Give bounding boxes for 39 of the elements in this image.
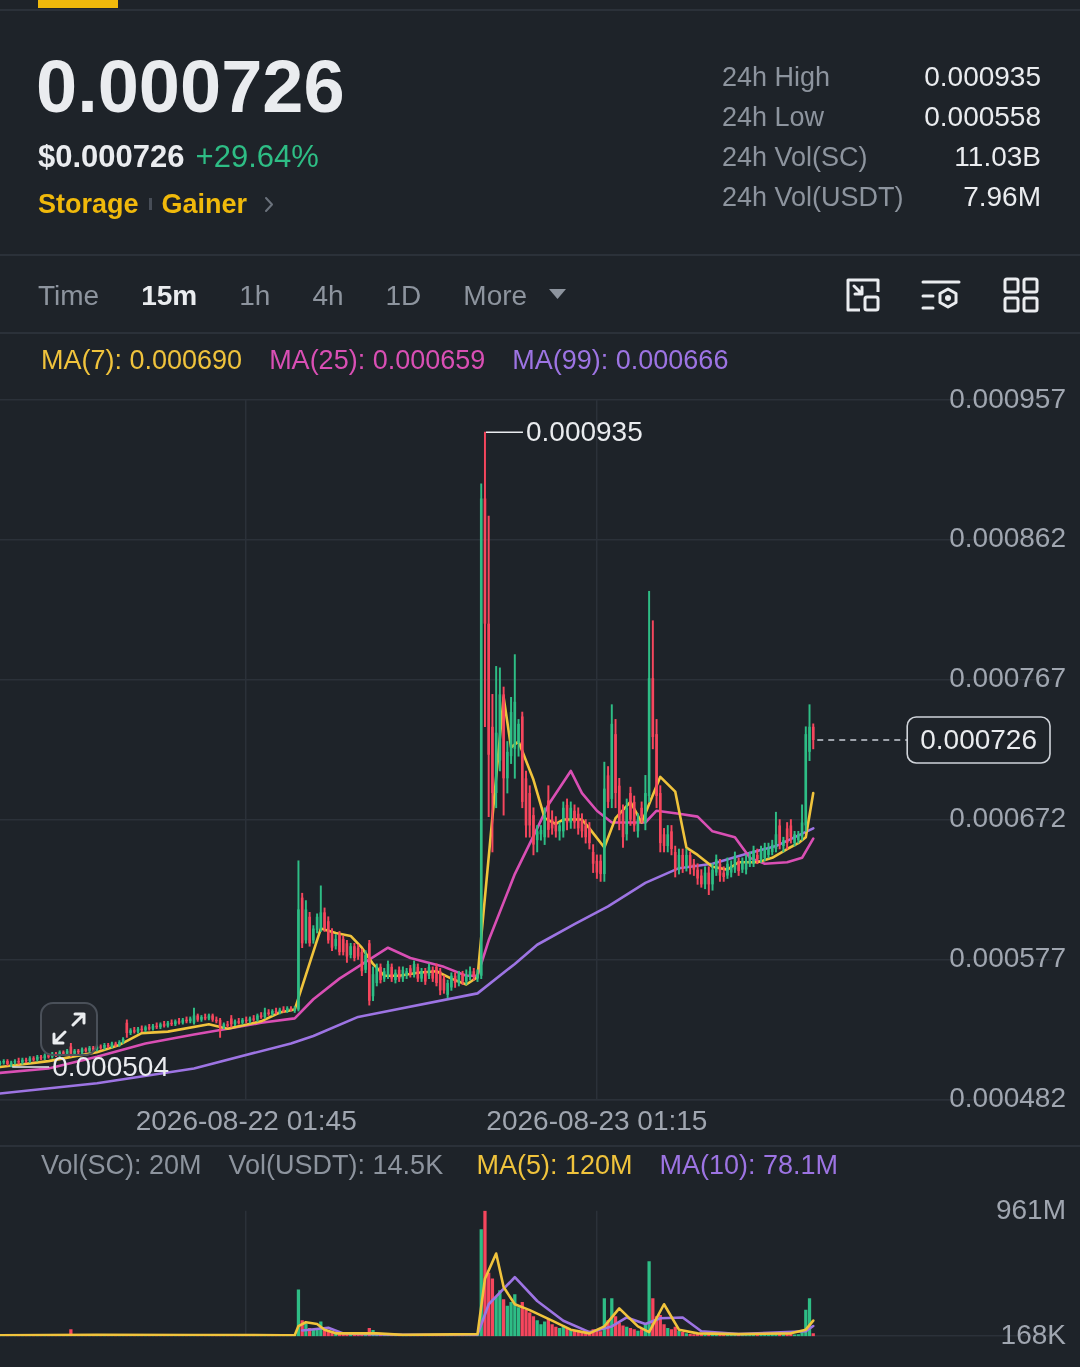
annotation: 0.000935: [525, 415, 643, 447]
annotation: 0.000504: [52, 1050, 169, 1082]
text: MA(5): 120M: [476, 1150, 633, 1180]
text: MA(10): 78.1M: [659, 1150, 838, 1180]
text: $0.000726: [38, 139, 185, 175]
y-tick-label: 0.000957: [949, 382, 1066, 414]
text: 7.96M: [963, 181, 1041, 213]
text: MA(99): 0.000666: [512, 345, 729, 375]
y-tick-label: 961M: [995, 1193, 1066, 1225]
text: 4h: [312, 280, 344, 312]
text: Vol(SC): 20M: [41, 1150, 202, 1180]
ref-line-label: 0.000726: [920, 723, 1038, 755]
text: 1D: [385, 280, 422, 312]
text: 0.000726: [36, 45, 345, 128]
text: 11.03B: [954, 141, 1041, 173]
text: Time: [38, 280, 100, 312]
y-tick-label: 0.000767: [949, 662, 1066, 694]
text: 1h: [239, 280, 271, 312]
text: +29.64%: [195, 139, 319, 175]
text: 0.000935: [924, 61, 1041, 93]
text: 15m: [141, 280, 198, 312]
y-tick-label: 0.000672: [949, 802, 1066, 834]
y-tick-label: 0.000577: [949, 942, 1066, 974]
y-tick-label: 0.000862: [949, 522, 1066, 554]
y-tick-label: 0.000482: [949, 1082, 1066, 1114]
text: 24h High: [722, 61, 831, 93]
text: 24h Vol(USDT): [722, 181, 904, 213]
text: 24h Low: [722, 101, 825, 133]
text: More: [463, 280, 528, 312]
text: 0.000558: [924, 101, 1041, 133]
x-tick-label: 2026-08-23 01:15: [486, 1104, 708, 1136]
text: MA(7): 0.000690: [41, 345, 243, 375]
text: Vol(USDT): 14.5K: [228, 1150, 444, 1180]
text: 24h Vol(SC): [722, 141, 868, 173]
text: Storage: [38, 188, 139, 220]
text: MA(25): 0.000659: [269, 345, 486, 375]
x-tick-label: 2026-08-22 01:45: [135, 1104, 357, 1136]
y-tick-label: 168K: [1000, 1318, 1067, 1350]
text: Gainer: [161, 188, 248, 220]
